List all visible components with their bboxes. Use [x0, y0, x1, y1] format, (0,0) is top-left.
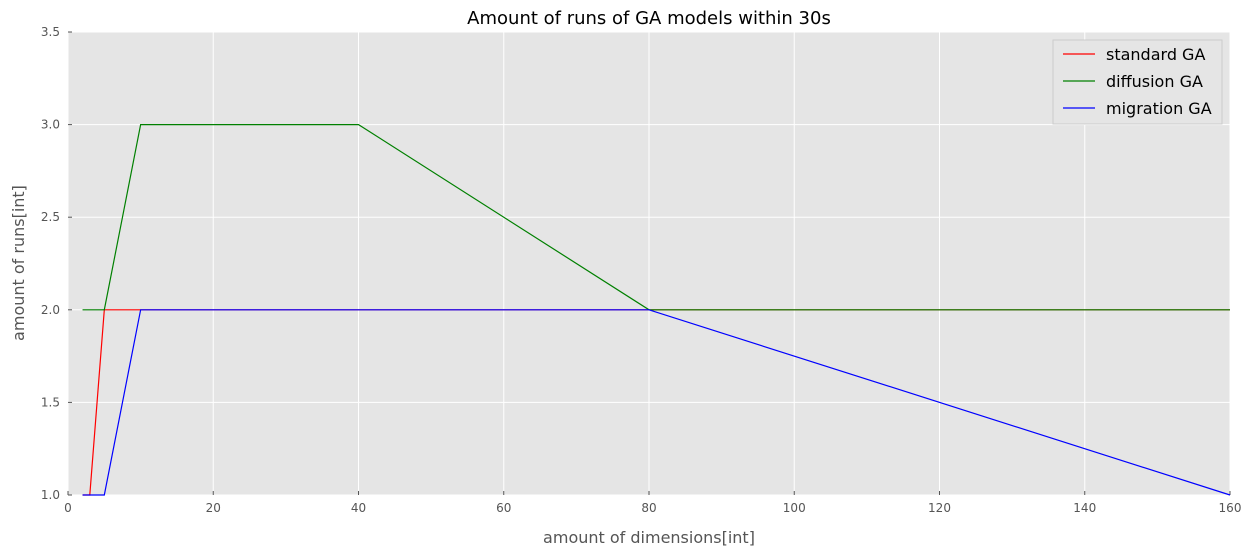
- x-tick-label: 140: [1073, 501, 1096, 515]
- series-lines: [82, 123, 1231, 496]
- x-tick-label: 80: [641, 501, 656, 515]
- series-line-diffusion-ga: [82, 123, 1230, 311]
- x-tick-label: 60: [496, 501, 511, 515]
- x-tick-label: 40: [351, 501, 366, 515]
- x-tick-label: 20: [206, 501, 221, 515]
- legend: standard GA diffusion GA migration GA: [1052, 39, 1223, 125]
- x-tick-label: 120: [928, 501, 951, 515]
- axes: 0 20 40 60 80 100 120 140 160 1.0 1.5 2.0 2.5 3.0 3.5: [41, 25, 1242, 515]
- y-tick-label: 1.0: [41, 488, 60, 502]
- chart-title: Amount of runs of GA models within 30s: [467, 8, 831, 29]
- x-axis-title: amount of dimensions[int]: [543, 528, 755, 547]
- y-tick-label: 2.5: [41, 210, 60, 224]
- y-tick-label: 1.5: [41, 395, 60, 409]
- x-tick-label: 100: [783, 501, 806, 515]
- y-tick-label: 3.0: [41, 118, 60, 132]
- series-line-migration-ga: [82, 309, 1231, 496]
- x-tick-label: 160: [1219, 501, 1242, 515]
- legend-label: migration GA: [1106, 99, 1212, 118]
- x-tick-label: 0: [64, 501, 72, 515]
- y-tick-label: 2.0: [41, 303, 60, 317]
- legend-label: standard GA: [1106, 45, 1205, 64]
- y-tick-label: 3.5: [41, 25, 60, 39]
- y-axis-title: amount of runs[int]: [9, 185, 28, 341]
- legend-label: diffusion GA: [1106, 72, 1203, 91]
